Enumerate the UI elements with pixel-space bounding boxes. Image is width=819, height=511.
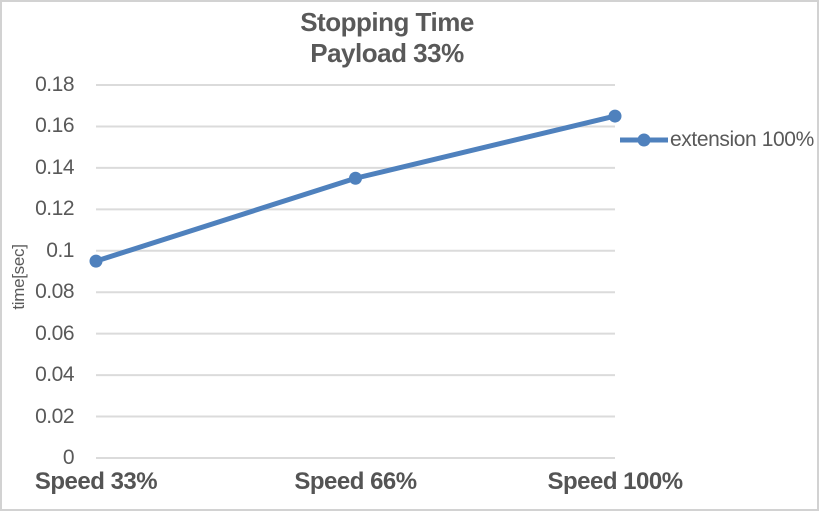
data-point-marker[interactable]	[349, 171, 362, 185]
y-tick-label: 0.08	[35, 280, 74, 304]
y-tick-label: 0.02	[35, 404, 74, 428]
y-tick-label: 0.12	[35, 197, 74, 221]
y-tick-label: 0.14	[35, 155, 74, 179]
legend-label: extension 100%	[670, 128, 814, 151]
x-tick-label: Speed 100%	[547, 468, 683, 495]
x-tick-label: Speed 66%	[294, 468, 417, 495]
series-line[interactable]	[93, 113, 618, 264]
y-tick-label: 0.06	[35, 321, 74, 345]
legend-marker-dot	[637, 133, 651, 147]
data-point-marker[interactable]	[89, 254, 103, 268]
y-tick-label: 0	[62, 446, 75, 469]
chart-title-line2: Payload 33%	[310, 38, 464, 68]
y-tick-label: 0.1	[46, 238, 74, 262]
y-tick-label: 0.04	[35, 363, 74, 387]
y-tick-label: 0.18	[35, 73, 74, 96]
legend[interactable]: extension 100%	[619, 128, 814, 152]
data-point-marker[interactable]	[608, 109, 622, 123]
x-tick-label: Speed 33%	[34, 468, 158, 495]
plot-area	[89, 84, 622, 459]
chart-title-line1: Stopping Time	[300, 7, 474, 37]
y-tick-label: 0.16	[35, 114, 74, 138]
legend-line-marker-icon	[620, 133, 668, 147]
chart-title: Stopping Time Payload 33%	[2, 7, 772, 69]
